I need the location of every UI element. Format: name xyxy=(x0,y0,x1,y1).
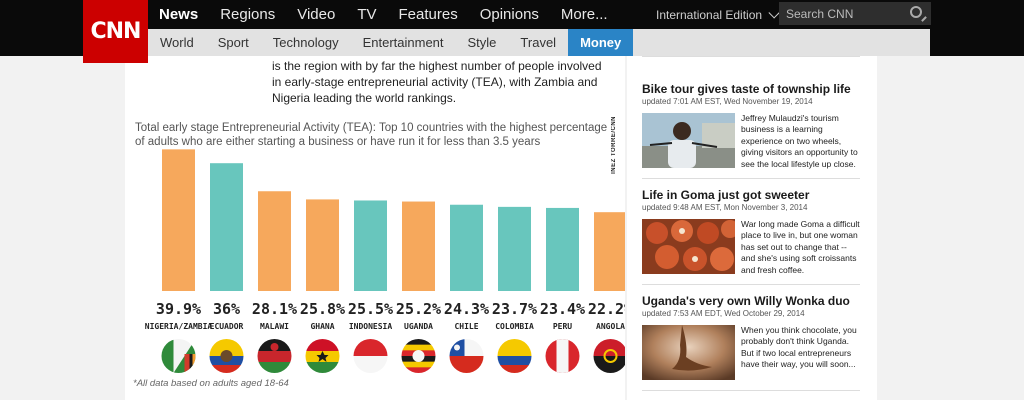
divider xyxy=(642,178,860,179)
search-box xyxy=(779,2,931,25)
nav-item-regions[interactable]: Regions xyxy=(220,6,276,23)
bar-colombia xyxy=(498,206,531,291)
story-desc: When you think chocolate, you probably d… xyxy=(741,325,857,370)
bar-uganda xyxy=(402,201,435,291)
bar-malawi xyxy=(258,191,291,291)
sidebar: Bike tour gives taste of township life u… xyxy=(627,56,877,400)
nav-item-video[interactable]: Video xyxy=(297,6,336,23)
bar-ecuador xyxy=(210,163,243,291)
bar-peru xyxy=(546,207,579,291)
main-nav: News Regions Video TV Features Opinions … xyxy=(159,0,630,29)
story-headline[interactable]: Life in Goma just got sweeter xyxy=(642,188,810,202)
bar-indonesia xyxy=(354,200,387,291)
story-bike-tour[interactable]: Bike tour gives taste of township life u… xyxy=(642,82,860,173)
subnav-item-travel[interactable]: Travel xyxy=(520,35,557,50)
sub-nav-bar xyxy=(0,29,1024,56)
value-label: 22.2% xyxy=(588,300,625,318)
bar-angola xyxy=(594,212,625,291)
value-label: 24.3% xyxy=(444,300,489,318)
uganda-flag xyxy=(401,339,436,373)
article-intro: is the region with by far the highest nu… xyxy=(272,59,602,105)
bar-ghana xyxy=(306,199,339,291)
subnav-item-world[interactable]: World xyxy=(160,35,194,50)
category-label: CHILE xyxy=(454,322,478,331)
value-label: 23.4% xyxy=(540,300,585,318)
indonesia-flag xyxy=(353,339,388,373)
logo-text: CNN xyxy=(90,19,142,44)
article-panel: is the region with by far the highest nu… xyxy=(125,56,625,400)
ecuador-flag xyxy=(209,339,244,373)
nav-item-features[interactable]: Features xyxy=(398,6,458,23)
category-label: GHANA xyxy=(310,322,334,331)
value-label: 25.5% xyxy=(348,300,393,318)
cnn-logo[interactable]: CNN xyxy=(83,0,148,63)
sub-nav: World Sport Technology Entertainment Sty… xyxy=(148,29,634,56)
nav-item-tv[interactable]: TV xyxy=(357,6,377,23)
divider xyxy=(642,284,860,285)
story-updated: updated 9:48 AM EST, Mon November 3, 201… xyxy=(642,203,808,212)
angola-flag xyxy=(593,339,625,373)
story-headline[interactable]: Bike tour gives taste of township life xyxy=(642,82,851,96)
value-label: 28.1% xyxy=(252,300,297,318)
chart-title: Total early stage Entrepreneurial Activi… xyxy=(135,122,608,148)
subnav-item-entertainment[interactable]: Entertainment xyxy=(362,35,444,50)
category-label: PERU xyxy=(553,322,572,331)
value-label: 25.8% xyxy=(300,300,345,318)
value-label: 39.9% xyxy=(156,300,201,318)
value-label: 25.2% xyxy=(396,300,441,318)
subnav-item-style[interactable]: Style xyxy=(467,35,497,50)
category-label: ECUADOR xyxy=(210,322,244,331)
story-updated: updated 7:53 AM EDT, Wed October 29, 201… xyxy=(642,309,805,318)
bar-chile xyxy=(450,204,483,291)
category-label: UGANDA xyxy=(404,322,433,331)
pastries-photo[interactable] xyxy=(642,219,735,274)
nigeria-zambia-flag xyxy=(161,339,196,373)
category-label: INDONESIA xyxy=(349,322,393,331)
chile-flag xyxy=(449,339,484,373)
malawi-flag xyxy=(257,339,292,373)
chocolate-photo[interactable] xyxy=(642,325,735,380)
subnav-item-money[interactable]: Money xyxy=(568,29,634,56)
category-label: NIGERIA/ZAMBIA xyxy=(145,322,213,331)
story-goma[interactable]: Life in Goma just got sweeter updated 9:… xyxy=(642,188,860,279)
divider xyxy=(642,390,860,391)
bar-nigeria-zambia xyxy=(162,149,195,291)
story-updated: updated 7:01 AM EST, Wed November 19, 20… xyxy=(642,97,813,106)
value-label: 36% xyxy=(213,300,240,318)
category-label: ANGOLA xyxy=(596,322,625,331)
search-input[interactable] xyxy=(786,6,904,21)
value-label: 23.7% xyxy=(492,300,537,318)
subnav-item-sport[interactable]: Sport xyxy=(217,35,249,50)
edition-label: International Edition xyxy=(656,7,763,22)
colombia-flag xyxy=(497,339,532,373)
nav-item-news[interactable]: News xyxy=(159,6,199,23)
subnav-item-technology[interactable]: Technology xyxy=(272,35,339,50)
nav-item-more[interactable]: More... xyxy=(560,6,608,23)
divider xyxy=(642,56,860,57)
story-headline[interactable]: Uganda's very own Willy Wonka duo xyxy=(642,294,850,308)
story-willy-wonka[interactable]: Uganda's very own Willy Wonka duo update… xyxy=(642,294,860,385)
story-desc: War long made Goma a difficult place to … xyxy=(741,219,860,275)
cyclist-photo[interactable] xyxy=(642,113,735,168)
search-icon[interactable] xyxy=(910,6,922,18)
category-label: COLOMBIA xyxy=(495,322,534,331)
ghana-flag xyxy=(305,339,340,373)
edition-selector[interactable]: International Edition xyxy=(656,0,780,29)
chart-footnote: *All data based on adults aged 18-64 xyxy=(133,378,289,389)
peru-flag xyxy=(545,339,580,373)
category-label: MALAWI xyxy=(260,322,289,331)
nav-item-opinions[interactable]: Opinions xyxy=(479,6,539,23)
story-desc: Jeffrey Mulaudzi's tourism business is a… xyxy=(741,113,858,169)
